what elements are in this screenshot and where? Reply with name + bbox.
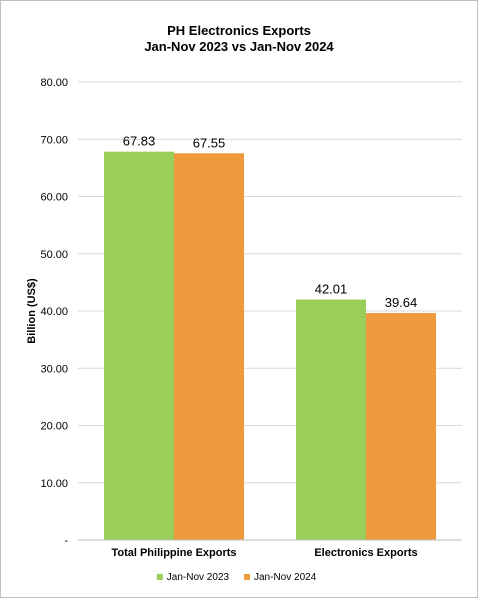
bar-value-label: 39.64: [385, 295, 418, 310]
bars: [104, 151, 436, 540]
y-tick-label: 10.00: [40, 478, 68, 490]
chart-title: PH Electronics Exports: [167, 23, 311, 38]
bar-value-label: 67.55: [193, 135, 226, 150]
y-tick-label: 60.00: [40, 192, 68, 204]
x-category-label: Electronics Exports: [314, 547, 417, 559]
x-axis-categories: Total Philippine Exports Electronics Expo…: [111, 547, 417, 559]
y-tick-label: 30.00: [40, 363, 68, 375]
bar: [296, 299, 366, 540]
bar: [366, 313, 436, 540]
legend: Jan-Nov 2023 Jan-Nov 2024: [156, 572, 317, 583]
y-axis-ticks: - 10.00 20.00 30.00 40.00 50.00 60.00 70.00 80.0…: [40, 77, 68, 547]
y-axis-title: Billion (US$): [26, 278, 38, 344]
legend-swatch: [244, 574, 250, 580]
y-tick-label: -: [64, 535, 68, 547]
x-category-label: Total Philippine Exports: [111, 547, 236, 559]
y-tick-label: 80.00: [40, 77, 68, 89]
bar-value-label: 42.01: [315, 281, 348, 296]
data-labels: 67.83 67.55 42.01 39.64: [123, 134, 418, 310]
legend-swatch: [156, 574, 163, 580]
y-tick-label: 70.00: [40, 134, 68, 146]
bar: [174, 153, 244, 540]
legend-label: Jan-Nov 2024: [254, 572, 317, 583]
y-tick-label: 20.00: [40, 421, 68, 433]
bar: [104, 151, 174, 540]
legend-label: Jan-Nov 2023: [167, 572, 230, 583]
bar-value-label: 67.83: [123, 134, 156, 149]
y-tick-label: 50.00: [40, 249, 68, 261]
chart-subtitle: Jan-Nov 2023 vs Jan-Nov 2024: [144, 39, 334, 54]
y-tick-label: 40.00: [40, 306, 68, 318]
